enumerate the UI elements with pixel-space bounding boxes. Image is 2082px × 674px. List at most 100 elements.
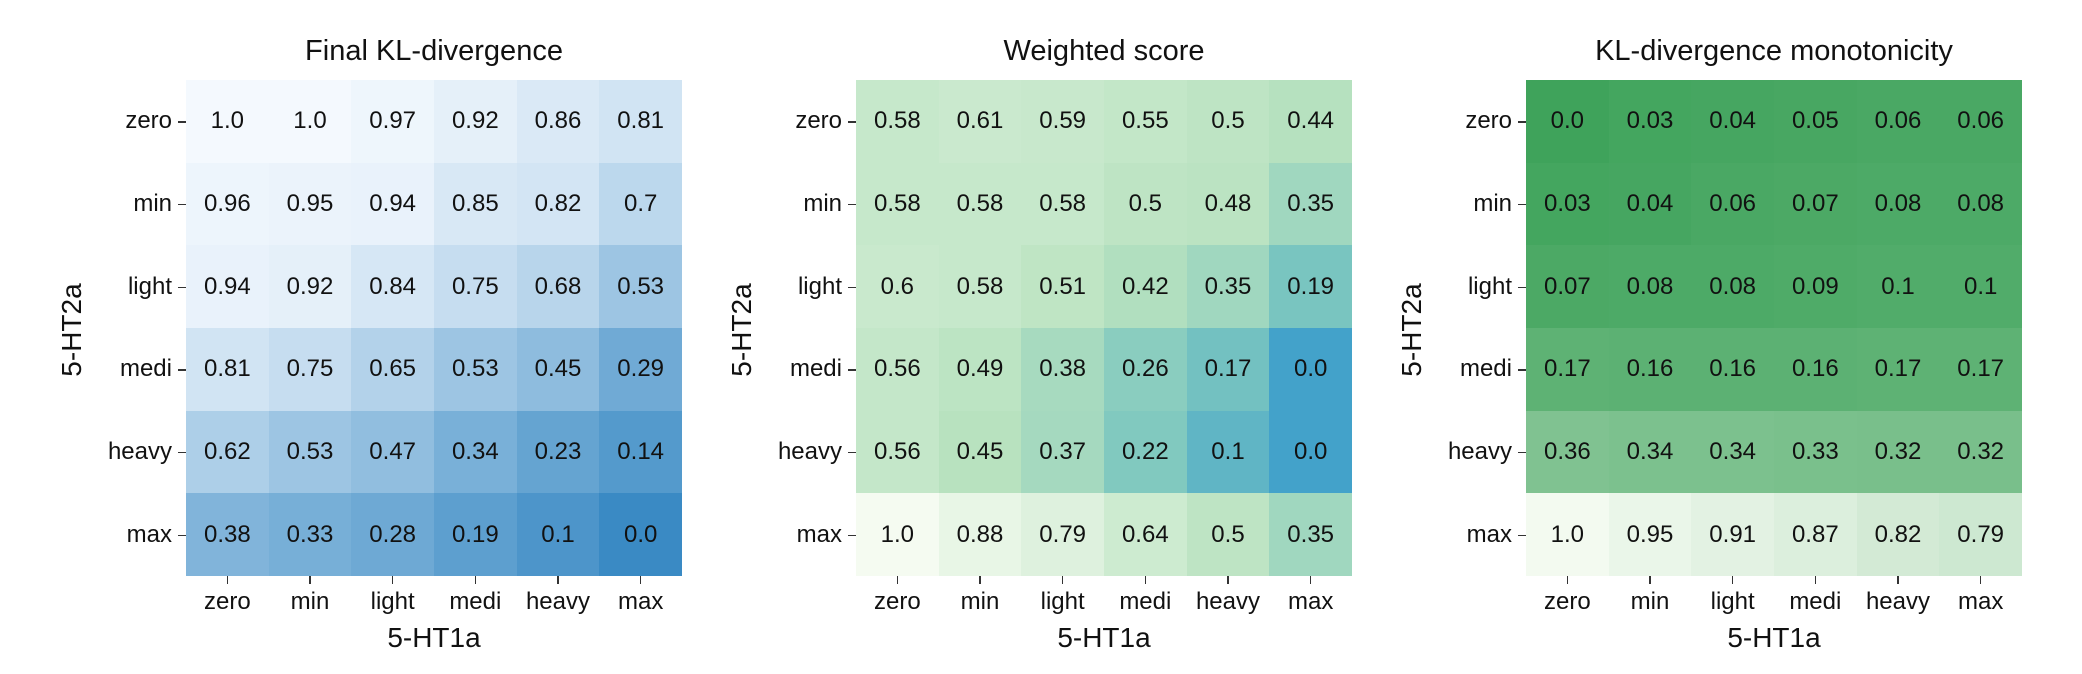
heatmap-cell: 0.16 [1608, 327, 1692, 411]
heatmap-cell: 0.26 [1103, 327, 1187, 411]
y-tick-label: min [803, 190, 856, 218]
x-tick-label: min [939, 576, 1022, 616]
x-tick-text: min [1630, 588, 1670, 615]
x-tick-text: light [370, 588, 415, 615]
x-tick-label: medi [434, 576, 517, 616]
x-tick-text: heavy [1865, 588, 1930, 615]
x-tick-text: zero [873, 588, 921, 615]
heatmap-cell: 0.03 [1526, 162, 1609, 246]
x-tick-text: min [290, 588, 330, 615]
y-tick-mark [178, 286, 186, 289]
y-tick-text: min [803, 190, 842, 217]
heatmap-cell: 0.82 [516, 162, 600, 246]
heatmap-cell: 0.79 [1939, 493, 2022, 576]
x-tick-mark [1979, 576, 1982, 584]
heatmap-cell: 0.85 [433, 162, 517, 246]
y-tick-mark [848, 286, 856, 289]
y-tick-mark [848, 534, 856, 537]
x-tick-text: light [1040, 588, 1085, 615]
heatmap-cell: 0.58 [938, 162, 1022, 246]
x-tick-text: zero [1543, 588, 1591, 615]
y-tick-mark [178, 534, 186, 537]
heatmap-cell: 0.04 [1691, 80, 1774, 163]
chart-title: Final KL-divergence [305, 35, 563, 67]
heatmap-cell: 0.08 [1691, 245, 1774, 328]
heatmap-cell: 0.86 [516, 80, 600, 163]
heatmap-cell: 1.0 [268, 80, 352, 163]
heatmap-cell: 0.88 [938, 493, 1022, 576]
y-tick-mark [178, 121, 186, 123]
heatmap-cell: 0.08 [1856, 162, 1940, 246]
heatmap-cell: 0.34 [433, 410, 517, 494]
heatmap-cell: 0.07 [1773, 162, 1857, 246]
x-tick-label: zero [186, 576, 269, 616]
y-tick-mark [178, 203, 186, 206]
heatmap-cell: 0.45 [516, 327, 600, 411]
heatmap-cell: 0.68 [516, 245, 600, 328]
heatmap-cell: 0.94 [186, 245, 269, 328]
x-tick-mark [557, 576, 559, 584]
heatmap-cell: 0.56 [856, 327, 939, 411]
x-tick-label: heavy [1187, 576, 1270, 616]
y-axis-label: 5-HT2a [726, 283, 757, 377]
y-tick-mark [1518, 451, 1526, 454]
heatmap-cell: 0.5 [1103, 162, 1187, 246]
x-tick-label: zero [856, 576, 939, 616]
y-tick-mark [848, 451, 856, 454]
heatmap-cell: 0.23 [516, 410, 600, 494]
x-tick-mark [639, 576, 642, 584]
y-tick-label: min [133, 190, 186, 218]
heatmap-cell: 0.58 [856, 80, 939, 163]
y-tick-label: max [1467, 521, 1526, 549]
heatmap-cell: 0.81 [186, 327, 269, 411]
x-tick-label: heavy [1857, 576, 1940, 616]
heatmap-cell: 0.08 [1608, 245, 1692, 328]
y-tick-text: heavy [777, 438, 842, 465]
heatmap-panel-weighted-score: Weighted score 5-HT2a 0.58 0.61 0.59 0.55 0.… [670, 0, 1352, 674]
y-axis-label: 5-HT2a [56, 283, 87, 377]
y-tick-label: max [797, 521, 856, 549]
y-tick-mark [848, 203, 856, 206]
heatmap-cell: 0.19 [433, 493, 517, 576]
heatmap-grid: 1.0 1.0 0.97 0.92 0.86 0.81 0.96 0.95 0.94 0.85 0.… [186, 80, 682, 576]
heatmap-cell: 0.14 [599, 410, 682, 494]
heatmap-cell: 0.6 [856, 245, 939, 328]
y-tick-label: light [798, 273, 856, 301]
chart-title: Weighted score [1003, 35, 1205, 67]
x-tick-mark [1897, 576, 1899, 584]
x-tick-label: min [1609, 576, 1692, 616]
x-tick-mark [309, 576, 311, 584]
heatmap-cell: 0.95 [1608, 493, 1692, 576]
heatmap-cell: 0.49 [938, 327, 1022, 411]
x-tick-text: min [960, 588, 1000, 615]
y-tick-label: zero [795, 107, 856, 135]
x-tick-mark [979, 576, 981, 584]
x-axis-label: 5-HT1a [1057, 622, 1151, 653]
heatmap-cell: 0.97 [351, 80, 434, 163]
heatmap-cell: 0.92 [433, 80, 517, 163]
heatmap-cell: 0.82 [1856, 493, 1940, 576]
heatmap-cell: 0.75 [268, 327, 352, 411]
heatmap-cell: 0.33 [1773, 410, 1857, 494]
heatmap-cell: 0.28 [351, 493, 434, 576]
x-tick-label: medi [1774, 576, 1857, 616]
heatmap-grid: 0.0 0.03 0.04 0.05 0.06 0.06 0.03 0.04 0.06 0.07 0… [1526, 80, 2022, 576]
x-axis-label: 5-HT1a [387, 622, 481, 653]
y-tick-text: zero [1465, 107, 1512, 135]
y-tick-text: light [127, 272, 172, 300]
heatmap-cell: 0.04 [1608, 162, 1692, 246]
heatmap-cell: 0.56 [856, 410, 939, 494]
y-tick-text: zero [795, 107, 842, 135]
heatmap-cell: 0.36 [1526, 410, 1609, 494]
y-tick-mark [1518, 286, 1526, 289]
x-tick-text: max [1957, 588, 2004, 615]
heatmap-cell: 0.06 [1939, 80, 2022, 163]
y-tick-text: zero [125, 107, 172, 135]
y-tick-mark [848, 121, 856, 123]
x-tick-mark [1814, 576, 1817, 584]
heatmap-cell: 0.0 [1526, 80, 1609, 163]
y-tick-text: medi [789, 355, 842, 383]
heatmap-cell: 0.62 [186, 410, 269, 494]
heatmap-cell: 0.59 [1021, 80, 1104, 163]
y-tick-label: light [128, 273, 186, 301]
